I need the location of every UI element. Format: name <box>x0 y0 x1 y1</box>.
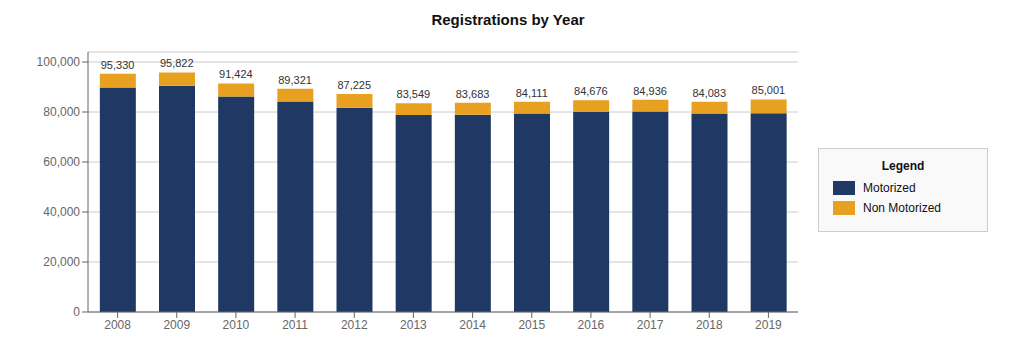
svg-text:2016: 2016 <box>578 318 605 332</box>
svg-text:2015: 2015 <box>518 318 545 332</box>
svg-text:83,683: 83,683 <box>456 88 490 100</box>
svg-text:84,936: 84,936 <box>633 85 667 97</box>
svg-text:2008: 2008 <box>104 318 131 332</box>
svg-text:95,822: 95,822 <box>160 57 194 69</box>
svg-text:2018: 2018 <box>696 318 723 332</box>
svg-text:2011: 2011 <box>282 318 308 332</box>
svg-text:40,000: 40,000 <box>43 205 80 219</box>
svg-text:2009: 2009 <box>163 318 190 332</box>
svg-text:60,000: 60,000 <box>43 155 80 169</box>
svg-text:91,424: 91,424 <box>219 68 253 80</box>
svg-text:84,083: 84,083 <box>692 87 726 99</box>
svg-text:2010: 2010 <box>223 318 250 332</box>
svg-text:2013: 2013 <box>400 318 427 332</box>
svg-text:2012: 2012 <box>341 318 368 332</box>
html-text:Registrations by Year: Registrations by Year <box>431 11 585 28</box>
svg-text:83,549: 83,549 <box>397 88 431 100</box>
svg-text:89,321: 89,321 <box>278 74 312 86</box>
svg-text:0: 0 <box>73 305 80 319</box>
svg-text:84,111: 84,111 <box>516 87 548 99</box>
svg-text:100,000: 100,000 <box>37 55 81 69</box>
svg-text:85,001: 85,001 <box>752 84 786 96</box>
html-text:Motorized: Motorized <box>863 180 916 195</box>
svg-text:95,330: 95,330 <box>101 59 135 71</box>
svg-text:87,225: 87,225 <box>337 79 371 91</box>
html-text:Legend: Legend <box>881 158 925 173</box>
svg-text:20,000: 20,000 <box>43 255 80 269</box>
svg-text:84,676: 84,676 <box>574 85 608 97</box>
svg-text:80,000: 80,000 <box>43 105 80 119</box>
svg-text:2014: 2014 <box>459 318 486 332</box>
svg-text:2017: 2017 <box>637 318 664 332</box>
svg-text:2019: 2019 <box>755 318 782 332</box>
html-text:Non Motorized: Non Motorized <box>863 200 941 215</box>
